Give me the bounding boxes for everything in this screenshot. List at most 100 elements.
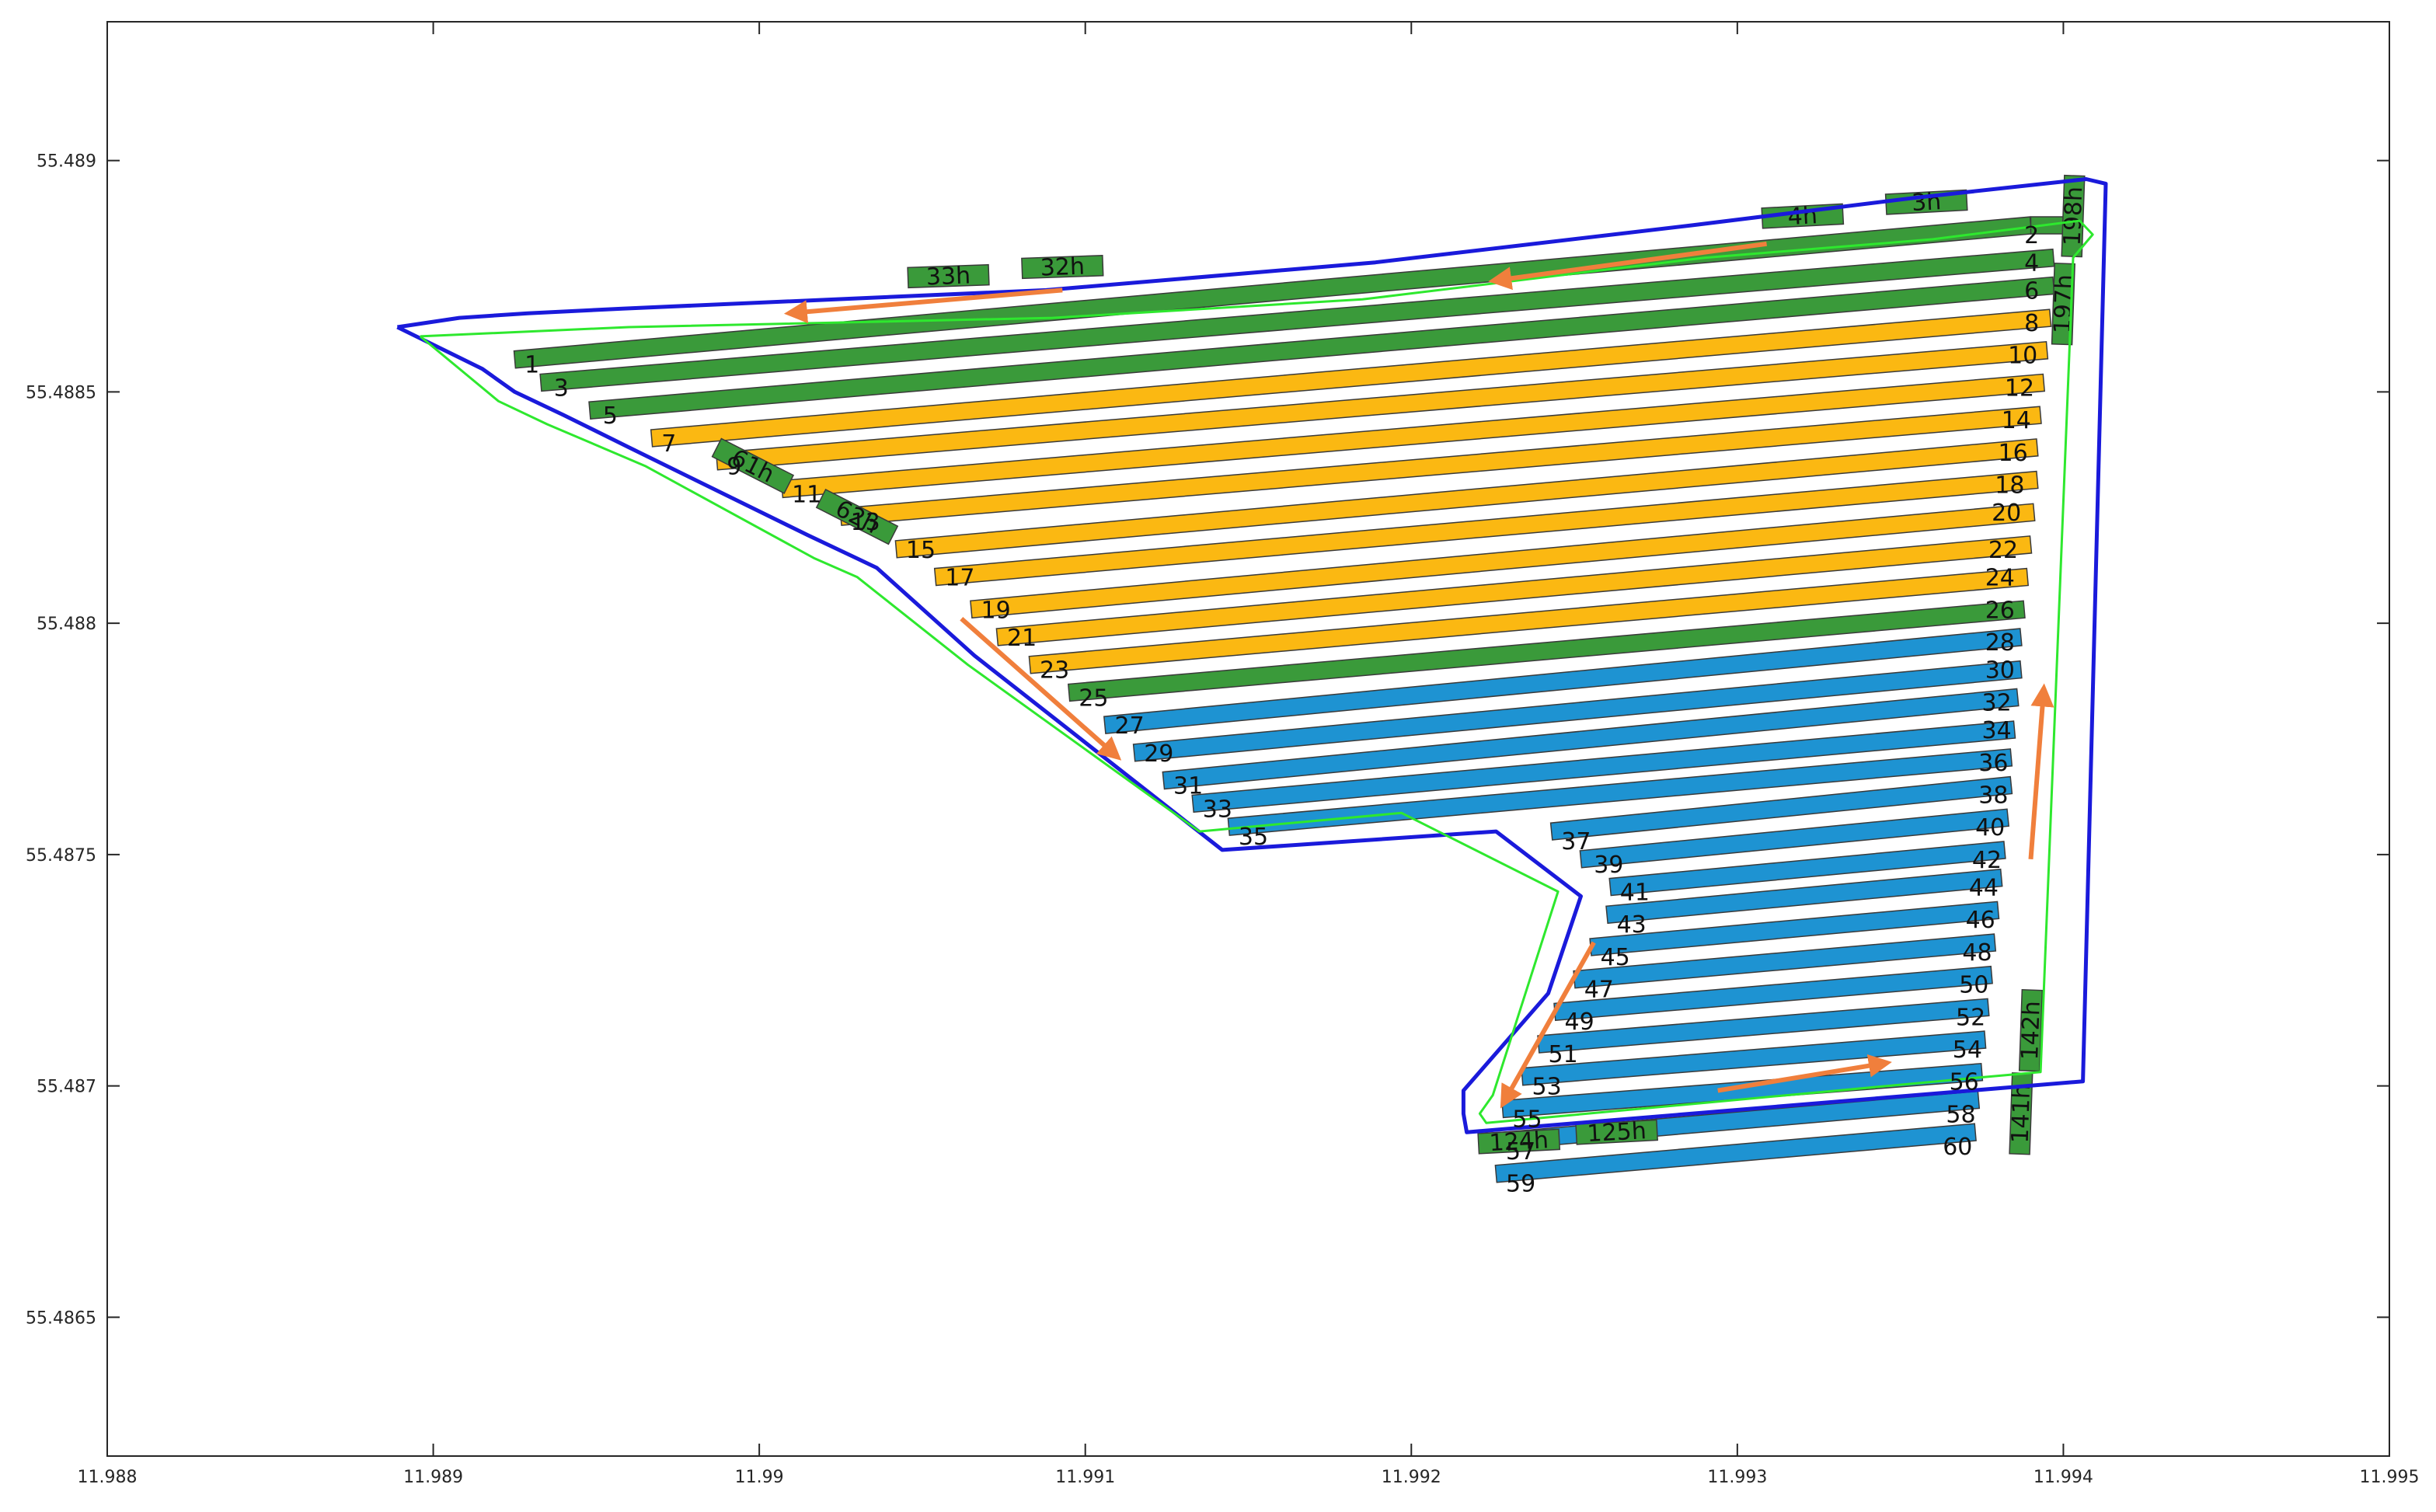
strip-label-14: 14 xyxy=(2002,407,2031,434)
headland-142h: 142h xyxy=(2016,989,2046,1072)
x-tick-label: 11.991 xyxy=(1055,1468,1115,1487)
strip-label-25: 25 xyxy=(1079,685,1108,712)
strip-label-41: 41 xyxy=(1620,880,1650,907)
strip-label-58: 58 xyxy=(1946,1101,1975,1128)
strip-label-22: 22 xyxy=(1988,537,2018,564)
strip-label-7: 7 xyxy=(661,430,676,458)
strip-label-55: 55 xyxy=(1512,1106,1542,1133)
strip-label-11: 11 xyxy=(792,481,821,508)
strip-label-44: 44 xyxy=(1969,875,1999,902)
y-tick-label: 55.4885 xyxy=(26,383,96,402)
headland-block xyxy=(1575,1119,1658,1145)
strip-3 xyxy=(539,248,2055,392)
strip-43 xyxy=(1605,868,2003,925)
strip-label-24: 24 xyxy=(1985,565,2015,592)
strip-label-16: 16 xyxy=(1999,440,2028,467)
y-tick-label: 55.487 xyxy=(37,1078,96,1097)
headland-label: 33h xyxy=(925,263,971,291)
strip-label-13: 13 xyxy=(851,509,880,536)
x-tick-label: 11.992 xyxy=(1382,1468,1441,1487)
strip-label-31: 31 xyxy=(1173,773,1203,800)
headland-198h: 198h xyxy=(2059,174,2089,258)
strip-label-42: 42 xyxy=(1972,847,2002,874)
headland-label: 32h xyxy=(1040,253,1085,282)
axes-box xyxy=(106,21,2390,1457)
strip-label-29: 29 xyxy=(1144,740,1173,768)
headland-block xyxy=(711,437,795,494)
strip-label-6: 6 xyxy=(2024,277,2039,305)
strip-7 xyxy=(650,308,2052,448)
strip-label-59: 59 xyxy=(1506,1171,1535,1198)
strip-label-56: 56 xyxy=(1950,1069,1979,1096)
headland-block xyxy=(815,489,899,545)
strip-label-49: 49 xyxy=(1565,1009,1594,1036)
coverage-path xyxy=(419,219,2094,1124)
strip-label-50: 50 xyxy=(1959,972,1988,999)
strip-label-18: 18 xyxy=(1995,472,2024,500)
strip-27 xyxy=(1103,628,2023,734)
strip-label-39: 39 xyxy=(1594,852,1623,879)
headland-label: 141h xyxy=(2007,1084,2037,1144)
direction-arrow xyxy=(1717,1054,1892,1093)
strip-39 xyxy=(1579,808,2010,869)
strip-label-27: 27 xyxy=(1115,712,1145,740)
strip-label-54: 54 xyxy=(1953,1036,1982,1064)
headland-label: 197h xyxy=(2049,273,2079,333)
strip-label-38: 38 xyxy=(1978,782,2008,810)
x-tick-label: 11.99 xyxy=(735,1468,784,1487)
strip-label-37: 37 xyxy=(1561,828,1591,855)
strip-label-45: 45 xyxy=(1601,944,1630,971)
strip-31 xyxy=(1162,688,2020,790)
x-tick-label: 11.994 xyxy=(2033,1468,2093,1487)
headland-label: 198h xyxy=(2059,186,2089,246)
x-tick-label: 11.993 xyxy=(1707,1468,1767,1487)
strip-label-35: 35 xyxy=(1239,824,1268,851)
strip-label-40: 40 xyxy=(1975,814,2005,841)
strip-33 xyxy=(1191,720,2016,813)
x-tick-label: 11.989 xyxy=(403,1468,463,1487)
y-tick-label: 55.4875 xyxy=(26,846,96,866)
strip-label-5: 5 xyxy=(603,402,618,430)
strip-label-36: 36 xyxy=(1978,750,2008,777)
strip-label-20: 20 xyxy=(1992,500,2021,527)
direction-arrow xyxy=(783,287,1063,324)
strip-37 xyxy=(1549,775,2013,841)
headland-block xyxy=(1477,1128,1561,1155)
strip-41 xyxy=(1608,841,2006,897)
headland-32h: 32h xyxy=(1021,253,1104,282)
direction-arrow xyxy=(2028,683,2054,860)
y-tick-label: 55.489 xyxy=(37,152,96,172)
headland-125h: 125h xyxy=(1575,1117,1658,1148)
strip-label-34: 34 xyxy=(1982,717,2012,744)
direction-arrow xyxy=(1488,241,1768,291)
x-tick-label: 11.988 xyxy=(78,1468,138,1487)
strip-label-1: 1 xyxy=(524,352,539,379)
strip-17 xyxy=(933,470,2039,587)
strip-label-47: 47 xyxy=(1584,977,1614,1004)
strip-23 xyxy=(1028,567,2030,674)
strip-label-52: 52 xyxy=(1956,1004,1985,1031)
strip-label-26: 26 xyxy=(1985,597,2015,624)
headland-197h: 197h xyxy=(2049,263,2079,346)
direction-arrow xyxy=(1500,941,1596,1109)
headland-label: 124h xyxy=(1489,1127,1549,1157)
strip-label-33: 33 xyxy=(1203,796,1232,823)
headland-block xyxy=(2061,174,2086,258)
strip-label-19: 19 xyxy=(981,597,1011,624)
headland-33h: 33h xyxy=(907,263,990,291)
strip-label-46: 46 xyxy=(1966,907,1995,934)
strip-35 xyxy=(1227,748,2013,836)
headland-141h: 141h xyxy=(2007,1072,2037,1155)
strip-59 xyxy=(1494,1123,1977,1183)
x-axis: 11.988 11.989 11.99 11.991 11.992 11.993 11.99… xyxy=(78,22,2420,1487)
headland-block xyxy=(907,263,990,289)
strip-label-60: 60 xyxy=(1943,1134,1972,1161)
strip-label-17: 17 xyxy=(945,565,974,592)
y-axis: 55.4865 55.487 55.4875 55.488 55.4885 55.489 xyxy=(26,152,2389,1328)
y-tick-label: 55.488 xyxy=(37,615,96,634)
strip-label-30: 30 xyxy=(1985,657,2015,685)
x-tick-label: 11.995 xyxy=(2360,1468,2420,1487)
strip-label-23: 23 xyxy=(1040,657,1069,685)
